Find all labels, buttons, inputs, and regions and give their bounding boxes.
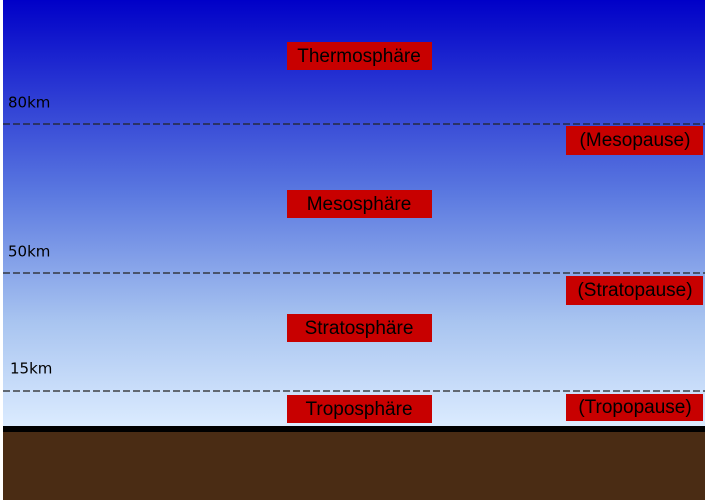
altitude-label: 15km bbox=[10, 360, 52, 378]
label-box bbox=[566, 276, 703, 305]
altitude-label: 80km bbox=[8, 94, 50, 112]
label-box bbox=[287, 314, 432, 342]
label-box bbox=[566, 126, 703, 155]
label-box bbox=[287, 395, 432, 423]
layer-label: Mesosphäre bbox=[307, 194, 412, 215]
pause-label: (Tropopause) bbox=[578, 397, 691, 418]
ground bbox=[3, 432, 705, 500]
label-box bbox=[566, 394, 703, 421]
layer-label: Stratosphäre bbox=[305, 318, 414, 339]
layer-label: Troposphäre bbox=[305, 399, 412, 420]
altitude-label: 50km bbox=[8, 243, 50, 261]
label-box bbox=[287, 190, 432, 218]
pause-label: (Mesopause) bbox=[580, 130, 691, 151]
layer-label: Thermosphäre bbox=[297, 46, 421, 67]
pause-label: (Stratopause) bbox=[577, 280, 692, 301]
label-box bbox=[287, 42, 432, 70]
ground-line bbox=[3, 426, 705, 432]
